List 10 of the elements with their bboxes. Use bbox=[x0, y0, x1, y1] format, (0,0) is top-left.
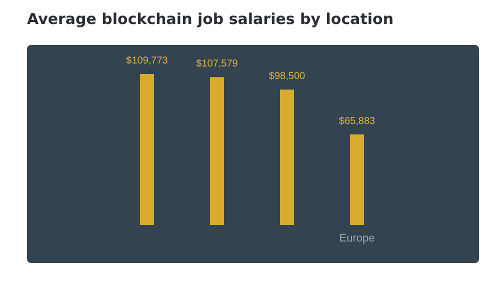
x-tick-label: Europe bbox=[339, 232, 375, 244]
bar bbox=[140, 74, 154, 225]
bar bbox=[210, 77, 224, 225]
data-label: $109,773 bbox=[126, 56, 168, 67]
data-label: $65,883 bbox=[338, 116, 376, 127]
bar bbox=[280, 90, 294, 225]
data-label: $98,500 bbox=[268, 71, 306, 82]
chart-title: Average blockchain job salaries by location bbox=[27, 10, 394, 28]
data-label: $107,579 bbox=[196, 58, 238, 70]
bar bbox=[350, 134, 364, 225]
